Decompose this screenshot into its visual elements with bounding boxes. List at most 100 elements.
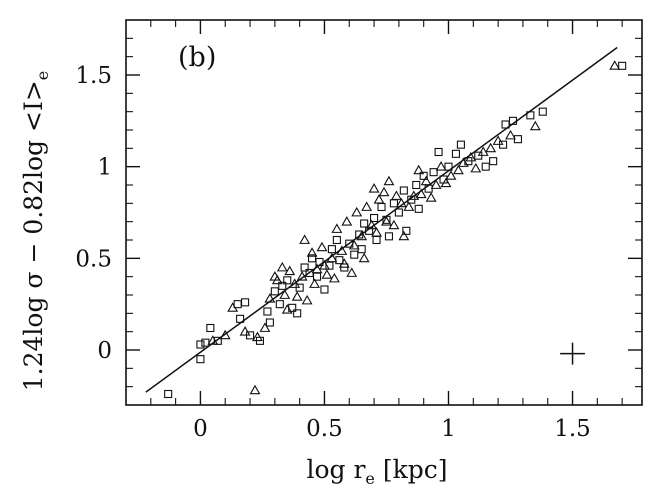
square-point xyxy=(201,338,210,347)
square-point xyxy=(241,298,250,307)
x-tick-label: 0 xyxy=(193,416,208,442)
y-tick-label: 0.5 xyxy=(75,246,112,272)
triangle-point xyxy=(505,129,516,140)
triangle-point xyxy=(609,60,621,70)
square-point xyxy=(394,208,403,217)
square-point xyxy=(270,287,279,296)
triangle-point xyxy=(271,274,283,285)
triangle-point xyxy=(435,161,447,171)
triangle-point xyxy=(252,331,263,342)
square-point xyxy=(412,180,421,190)
triangle-point xyxy=(390,190,402,200)
triangle-point xyxy=(529,120,541,131)
square-point xyxy=(265,318,274,327)
triangle-point xyxy=(249,384,261,395)
triangle-point xyxy=(371,227,383,237)
triangle-point xyxy=(457,157,469,167)
triangle-point xyxy=(413,164,425,175)
triangle-point xyxy=(381,216,392,226)
square-point xyxy=(196,355,205,364)
triangle-point xyxy=(358,252,370,263)
square-point xyxy=(377,202,386,212)
square-point xyxy=(538,107,547,116)
square-point xyxy=(320,285,329,294)
y-axis-label-main: 1.24log σ − 0.82log <I> xyxy=(19,80,48,391)
triangle-point xyxy=(452,164,464,175)
triangle-point xyxy=(378,186,390,197)
square-point xyxy=(275,300,284,309)
triangle-point xyxy=(281,304,293,314)
square-point xyxy=(402,226,411,235)
panel-label: (b) xyxy=(178,42,216,73)
triangle-point xyxy=(239,326,251,336)
square-point xyxy=(263,307,272,316)
x-tick-label: 1 xyxy=(441,416,456,442)
triangle-point xyxy=(284,265,296,276)
triangle-point xyxy=(440,177,452,188)
fit-line xyxy=(145,46,618,393)
triangle-point xyxy=(492,135,504,145)
square-point xyxy=(618,61,627,70)
triangle-point xyxy=(356,230,368,241)
square-point xyxy=(360,219,369,228)
square-point xyxy=(335,256,344,265)
x-axis-label-main: log r xyxy=(306,455,365,484)
triangle-point xyxy=(398,230,410,241)
square-point xyxy=(293,309,302,318)
triangle-point xyxy=(465,151,477,162)
triangle-point xyxy=(366,219,378,230)
triangle-point xyxy=(219,329,231,340)
x-tick-label: 1.5 xyxy=(554,416,591,442)
triangle-point xyxy=(316,241,328,252)
square-point xyxy=(508,116,518,125)
triangle-point xyxy=(341,216,353,226)
triangle-point xyxy=(425,192,437,202)
triangle-point xyxy=(470,162,482,173)
triangle-point xyxy=(291,291,303,301)
square-point xyxy=(384,232,394,241)
square-point xyxy=(206,323,215,333)
data-points xyxy=(164,60,627,399)
square-point xyxy=(236,314,245,323)
y-tick-label: 1.5 xyxy=(75,63,112,89)
triangle-point xyxy=(331,223,343,233)
square-point xyxy=(278,281,287,290)
plot-layer xyxy=(145,46,618,393)
square-point xyxy=(332,235,341,245)
square-point xyxy=(489,157,498,166)
y-axis-label-subscript: e xyxy=(33,71,52,80)
x-tick-label: 0.5 xyxy=(306,416,343,442)
square-point xyxy=(429,168,438,177)
triangle-point xyxy=(326,252,338,263)
square-point xyxy=(365,226,374,235)
square-point xyxy=(164,389,173,399)
triangle-point xyxy=(328,272,340,283)
triangle-point xyxy=(264,293,276,303)
square-point xyxy=(283,276,292,285)
triangle-point xyxy=(296,271,308,281)
square-point xyxy=(350,250,359,259)
x-axis-label: log re [kpc] xyxy=(306,455,447,488)
triangle-point xyxy=(338,258,350,268)
triangle-point xyxy=(346,267,358,277)
triangle-point xyxy=(420,175,432,186)
triangle-point xyxy=(207,335,219,345)
triangle-point xyxy=(301,294,313,305)
triangle-point xyxy=(430,179,442,189)
triangle-point xyxy=(321,269,333,279)
square-point xyxy=(451,149,460,158)
triangle-point xyxy=(477,146,489,156)
square-point xyxy=(414,204,423,213)
triangle-point xyxy=(388,219,400,230)
y-tick-label: 0 xyxy=(97,338,112,364)
triangle-point xyxy=(279,289,291,299)
triangle-point xyxy=(485,142,497,153)
triangle-point xyxy=(445,170,457,180)
triangle-point xyxy=(383,175,395,186)
triangle-point xyxy=(319,260,330,270)
square-point xyxy=(196,340,205,349)
triangle-point xyxy=(415,188,427,199)
square-point xyxy=(399,186,408,195)
triangle-point xyxy=(395,197,407,208)
